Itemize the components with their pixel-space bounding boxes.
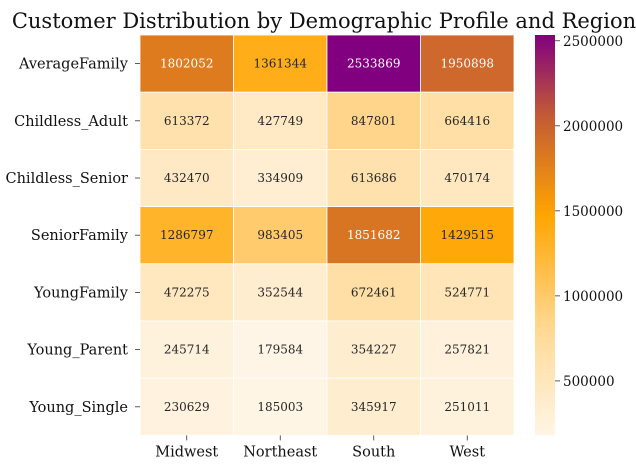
cell-value-label: 185003 — [257, 400, 303, 414]
cell-value-label: 245714 — [164, 343, 210, 357]
colorbar-tick-label: 1500000 — [563, 204, 623, 220]
chart-title: Customer Distribution by Demographic Pro… — [12, 9, 636, 33]
heatmap-cell — [233, 91, 328, 150]
cell-value-label: 345917 — [351, 400, 397, 414]
cell-value-label: 613686 — [351, 171, 397, 185]
row-label: SeniorFamily — [31, 228, 129, 244]
heatmap-cell — [139, 263, 234, 322]
heatmap-cell — [233, 320, 328, 379]
heatmap-cell — [233, 34, 328, 93]
heatmap-cell — [139, 91, 234, 150]
cell-value-label: 672461 — [351, 285, 397, 299]
cell-value-label: 524771 — [444, 285, 490, 299]
heatmap-cell — [326, 377, 421, 436]
heatmap-cell — [420, 377, 515, 436]
column-label: West — [449, 444, 485, 460]
cell-value-label: 432470 — [164, 171, 210, 185]
cell-value-label: 472275 — [164, 285, 210, 299]
row-labels: AverageFamily Childless_Adult Childless_Se… — [6, 57, 140, 416]
heatmap-cell — [420, 91, 515, 150]
row-label: Young_Parent — [26, 343, 128, 359]
column-label: Midwest — [155, 444, 218, 460]
colorbar-tick-label: 2000000 — [563, 119, 623, 135]
row-label: YoungFamily — [33, 285, 129, 301]
cell-value-label: 427749 — [257, 114, 303, 128]
cell-value-label: 470174 — [444, 171, 490, 185]
heatmap-cells: 1802052 1361344 2533869 1950898 613372 427749… — [139, 34, 515, 436]
heatmap-cell — [420, 148, 515, 207]
cell-value-label: 613372 — [164, 114, 210, 128]
row-label: Childless_Adult — [14, 114, 128, 130]
row-label: Young_Single — [28, 400, 128, 416]
cell-value-label: 847801 — [351, 114, 397, 128]
heatmap-cell — [326, 206, 421, 265]
cell-value-label: 1286797 — [160, 228, 213, 242]
colorbar-gradient — [535, 35, 555, 436]
heatmap-cell — [139, 320, 234, 379]
column-label: South — [352, 444, 395, 460]
cell-value-label: 230629 — [164, 400, 210, 414]
row-label: AverageFamily — [18, 57, 129, 73]
heatmap-cell — [233, 206, 328, 265]
cell-value-label: 334909 — [257, 171, 303, 185]
heatmap-cell — [139, 34, 234, 93]
cell-value-label: 257821 — [444, 343, 490, 357]
cell-value-label: 1429515 — [441, 228, 494, 242]
cell-value-label: 354227 — [351, 343, 397, 357]
colorbar-tick-label: 1000000 — [563, 289, 623, 305]
heatmap-cell — [420, 263, 515, 322]
cell-value-label: 1361344 — [254, 57, 308, 71]
cell-value-label: 2533869 — [347, 57, 400, 71]
row-label: Childless_Senior — [6, 171, 129, 187]
heatmap-cell — [139, 206, 234, 265]
heatmap-cell — [420, 34, 515, 93]
column-label: Northeast — [243, 444, 317, 460]
cell-value-label: 251011 — [444, 400, 490, 414]
heatmap-cell — [326, 320, 421, 379]
heatmap-cell — [233, 263, 328, 322]
cell-value-label: 1950898 — [441, 57, 494, 71]
colorbar-tick-label: 500000 — [563, 374, 615, 390]
heatmap-cell — [420, 320, 515, 379]
colorbar-tick-label: 2500000 — [563, 34, 623, 50]
cell-value-label: 352544 — [257, 285, 303, 299]
heatmap-cell — [139, 377, 234, 436]
cell-value-label: 983405 — [257, 228, 303, 242]
colorbar: 500000 1000000 1500000 2000000 2500000 — [535, 34, 623, 436]
cell-value-label: 664416 — [444, 114, 490, 128]
heatmap-cell — [420, 206, 515, 265]
column-labels: Midwest Northeast South West — [155, 435, 485, 460]
heatmap-cell — [233, 148, 328, 207]
heatmap-cell — [326, 34, 421, 93]
cell-value-label: 1851682 — [347, 228, 400, 242]
cell-value-label: 179584 — [257, 343, 303, 357]
cell-value-label: 1802052 — [160, 57, 213, 71]
heatmap-cell — [326, 263, 421, 322]
